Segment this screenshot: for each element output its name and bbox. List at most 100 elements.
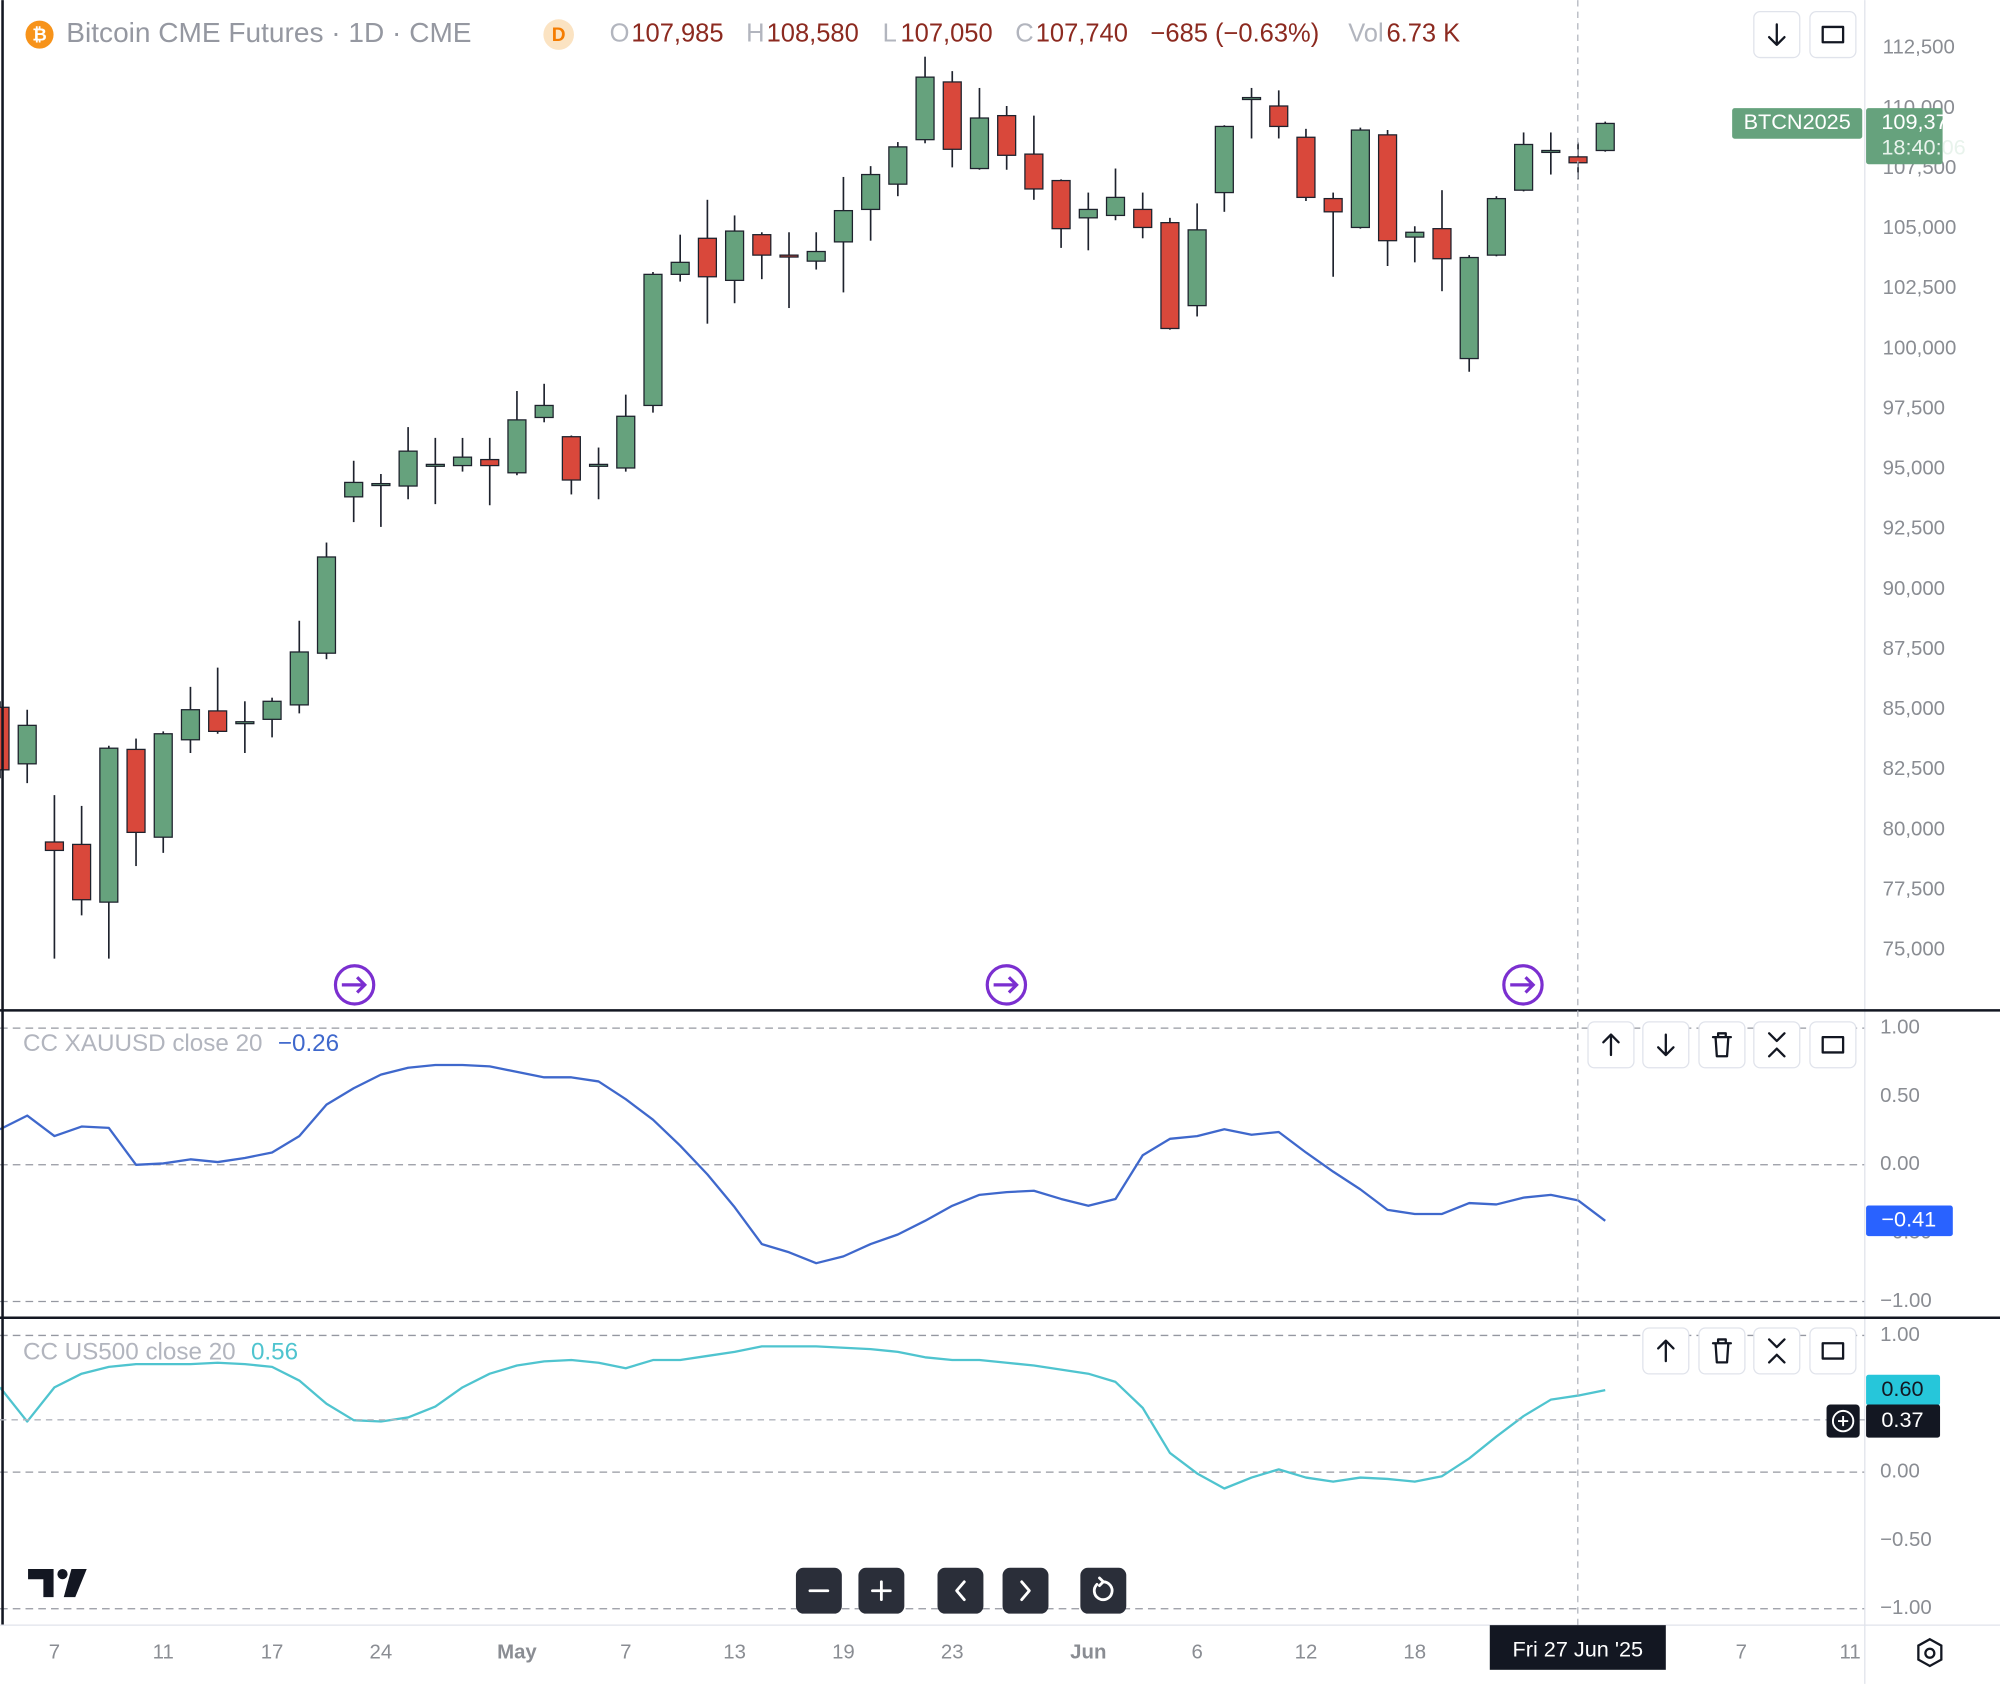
candle-body	[1459, 256, 1479, 360]
candle-body	[99, 747, 119, 903]
crosshair-value-bg	[1866, 1404, 1941, 1438]
collapse-button[interactable]	[1753, 1327, 1801, 1375]
x-tick-label: 11	[153, 1642, 174, 1664]
y-tick-label: 112,500	[1883, 37, 1955, 59]
y-tick-label: 0.50	[1880, 1085, 1920, 1107]
badge-bg	[543, 19, 574, 50]
y-tick-label: 97,500	[1883, 397, 1945, 419]
zoom-out-button[interactable]	[795, 1567, 842, 1614]
ohlc-key: C	[1015, 19, 1033, 47]
candle-body	[1296, 136, 1316, 199]
y-tick-label: 95,000	[1883, 458, 1945, 480]
market-badge: D	[552, 25, 566, 46]
crosshair-date: Fri 27 Jun '25	[1512, 1636, 1643, 1661]
ohlc-key: O	[610, 19, 630, 47]
x-tick-label: 23	[941, 1642, 964, 1664]
maximize-button[interactable]	[1809, 1327, 1857, 1375]
move-up-button[interactable]	[1642, 1327, 1690, 1375]
candle-body	[1323, 197, 1343, 213]
candle-body	[588, 463, 609, 467]
symbol-logo	[25, 20, 54, 49]
candle-body	[915, 76, 935, 141]
candle-body	[833, 209, 854, 243]
last-price-label: 109,375	[1881, 109, 1959, 134]
y-tick-label: 87,500	[1883, 638, 1945, 660]
x-tick-label: May	[497, 1642, 537, 1664]
maximize-button[interactable]	[1809, 11, 1857, 59]
candle-body	[997, 114, 1017, 156]
candle-body	[616, 415, 636, 469]
candle-body	[1541, 149, 1561, 154]
candle-body	[643, 273, 663, 407]
settings-button[interactable]	[1917, 1637, 1943, 1668]
zoom-in-button[interactable]	[858, 1567, 905, 1614]
y-tick-label: 0.00	[1880, 1460, 1920, 1482]
candle-body	[1160, 222, 1180, 330]
candle-body	[452, 456, 473, 467]
indicator-legend: CC XAUUSD close 20 −0.26	[23, 1030, 339, 1057]
event-marker[interactable]	[985, 964, 1028, 1006]
y-tick-label: 100,000	[1883, 337, 1957, 359]
scroll-right-button[interactable]	[1002, 1567, 1049, 1614]
candle-body	[316, 556, 337, 654]
scroll-left-button[interactable]	[937, 1567, 984, 1614]
x-tick-label: 7	[620, 1642, 631, 1664]
symbol-title[interactable]: Bitcoin CME Futures · 1D · CME	[66, 17, 471, 48]
candle-body	[1432, 228, 1452, 260]
symbol-label: BTCN2025	[1744, 109, 1851, 134]
grid-layer	[0, 1027, 1865, 1610]
y-tick-label: 1.00	[1880, 1017, 1920, 1039]
indicator-name[interactable]: CC XAUUSD close 20	[23, 1030, 263, 1057]
candle-body	[724, 230, 745, 282]
candle-body	[1024, 153, 1044, 190]
last-value-bg	[1866, 1374, 1941, 1406]
move-down-button[interactable]	[1753, 11, 1801, 59]
candle-body	[126, 748, 146, 834]
add-level-icon	[1838, 1415, 1849, 1427]
candle-body	[969, 117, 990, 170]
candle-body	[153, 733, 173, 838]
text-layer: 7 11 17 24 May 7 13 19 23 Jun 6 12 18 7 11 75,000 77,500…	[23, 37, 1956, 1664]
ohlc-key: H	[746, 19, 764, 47]
x-tick-label: 17	[261, 1642, 284, 1664]
candle-body	[72, 843, 92, 901]
maximize-button[interactable]	[1809, 1021, 1857, 1069]
delete-button[interactable]	[1698, 1327, 1746, 1375]
x-tick-label: 18	[1403, 1642, 1426, 1664]
tradingview-logo[interactable]	[28, 1569, 87, 1598]
y-tick-label: 82,500	[1883, 758, 1945, 780]
y-tick-label: −0.50	[1880, 1529, 1932, 1551]
event-marker[interactable]	[333, 964, 376, 1006]
indicator-name[interactable]: CC US500 close 20	[23, 1339, 236, 1366]
x-tick-label: 7	[49, 1642, 60, 1664]
candle-body	[262, 700, 282, 720]
indicator-line	[0, 1345, 1606, 1490]
delete-button[interactable]	[1698, 1021, 1746, 1069]
candle-body	[1187, 229, 1207, 307]
move-up-button[interactable]	[1587, 1021, 1635, 1069]
add-level-icon	[1831, 1409, 1855, 1433]
candle-body	[1105, 196, 1126, 217]
candle-body	[1405, 231, 1425, 238]
y-tick-label: 92,500	[1883, 518, 1945, 540]
candle-body	[1078, 208, 1098, 219]
x-tick-label: 13	[723, 1642, 746, 1664]
symbol-logo-glyph: ₿	[32, 25, 47, 45]
candle-body	[942, 81, 962, 150]
x-tick-label: 24	[370, 1642, 393, 1664]
event-marker[interactable]	[1502, 964, 1544, 1006]
candle-body	[534, 404, 554, 419]
x-tick-label: Jun	[1070, 1642, 1106, 1664]
symbol-label-bg	[1732, 108, 1863, 139]
candle-body	[1133, 208, 1153, 229]
countdown-label: 18:40:06	[1881, 135, 1965, 160]
candle-body	[44, 841, 65, 852]
candle-body	[1269, 105, 1289, 128]
ohlc-value: 107,985	[631, 19, 723, 47]
marks-layer	[0, 56, 1615, 1490]
reset-button[interactable]	[1080, 1567, 1127, 1614]
move-down-button[interactable]	[1642, 1021, 1690, 1069]
collapse-button[interactable]	[1753, 1021, 1801, 1069]
